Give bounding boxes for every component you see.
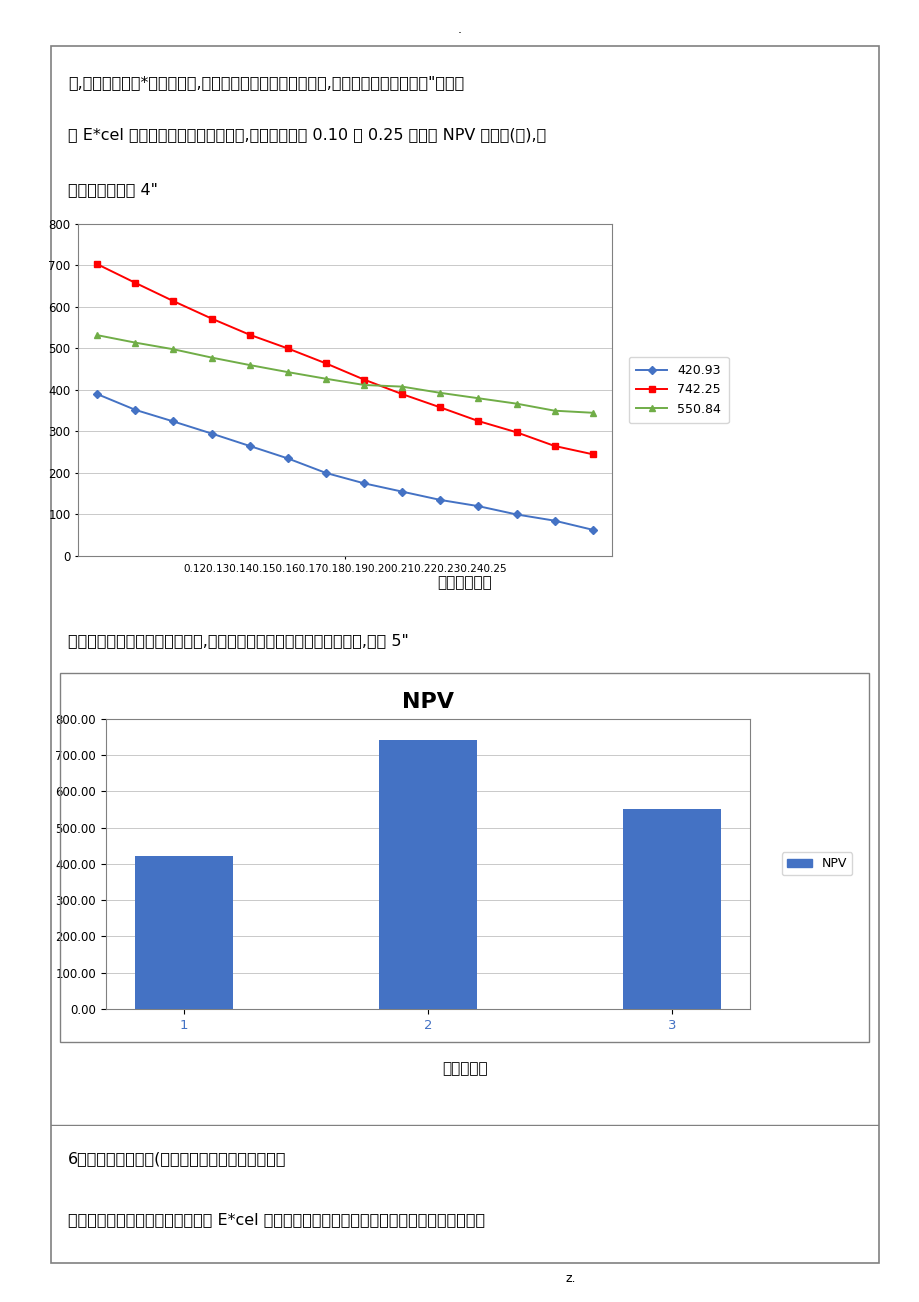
- 550.84: [396, 379, 407, 395]
- 742.25: [435, 400, 446, 415]
- 550.84: [206, 350, 217, 366]
- Text: 灵敏度分析图: 灵敏度分析图: [437, 575, 492, 590]
- 420.93: [472, 499, 483, 514]
- 550.84: [510, 396, 521, 411]
- Line: 550.84: 550.84: [94, 332, 596, 415]
- Line: 420.93: 420.93: [94, 391, 596, 533]
- 420.93: [549, 513, 560, 529]
- 550.84: [472, 391, 483, 406]
- 420.93: [282, 450, 293, 466]
- 742.25: [586, 447, 597, 462]
- 742.25: [396, 387, 407, 402]
- Text: 6．实验结论及心得(指本年度实验的结论与心得）: 6．实验结论及心得(指本年度实验的结论与心得）: [68, 1151, 286, 1167]
- Text: 助 E*cel 提供的单变量模拟运算功能,得到贴现率在 0.10 到 0.25 之间的 NPV 数据表(略),对: 助 E*cel 提供的单变量模拟运算功能,得到贴现率在 0.10 到 0.25 …: [68, 128, 546, 142]
- Text: 通过本次实验，使我能够使用 E*cel 实现工程管理决策的方法，也可以进展数据分析，从: 通过本次实验，使我能够使用 E*cel 实现工程管理决策的方法，也可以进展数据分…: [68, 1212, 484, 1228]
- 420.93: [510, 506, 521, 522]
- Title: NPV: NPV: [402, 691, 453, 712]
- 742.25: [168, 293, 179, 309]
- 420.93: [130, 402, 141, 418]
- 742.25: [244, 327, 255, 342]
- 742.25: [282, 341, 293, 357]
- 420.93: [206, 426, 217, 441]
- Line: 742.25: 742.25: [94, 262, 596, 457]
- 420.93: [168, 414, 179, 430]
- 420.93: [396, 484, 407, 500]
- 550.84: [92, 327, 103, 342]
- 420.93: [358, 475, 369, 491]
- 742.25: [472, 413, 483, 428]
- Bar: [135, 857, 233, 1009]
- Text: .: .: [458, 23, 461, 36]
- 420.93: [586, 522, 597, 538]
- Legend: 420.93, 742.25, 550.84: 420.93, 742.25, 550.84: [628, 357, 728, 423]
- 420.93: [92, 387, 103, 402]
- 550.84: [435, 385, 446, 401]
- 550.84: [320, 371, 331, 387]
- 742.25: [510, 424, 521, 440]
- 550.84: [130, 335, 141, 350]
- 742.25: [358, 372, 369, 388]
- Text: 析,观察贴现率在*一围变化时,投资方案的结果是否受到影响,是否具有较好的稳定性"可以借: 析,观察贴现率在*一围变化时,投资方案的结果是否受到影响,是否具有较好的稳定性"…: [68, 74, 464, 90]
- Text: z.: z.: [564, 1272, 575, 1285]
- 550.84: [282, 365, 293, 380]
- 550.84: [358, 378, 369, 393]
- 550.84: [586, 405, 597, 421]
- Bar: [622, 809, 720, 1009]
- 742.25: [206, 311, 217, 327]
- 742.25: [92, 256, 103, 272]
- 420.93: [320, 465, 331, 480]
- Legend: NPV: NPV: [781, 853, 851, 875]
- 742.25: [320, 355, 331, 371]
- 550.84: [168, 341, 179, 357]
- Text: 为了使决策过程更加直观、可视,可以制作该投资决策分析的可调图形,如图 5": 为了使决策过程更加直观、可视,可以制作该投资决策分析的可调图形,如图 5": [68, 633, 408, 648]
- 420.93: [435, 492, 446, 508]
- Text: 应的折线图如图 4": 应的折线图如图 4": [68, 182, 157, 198]
- Text: 工程决策图: 工程决策图: [441, 1061, 487, 1075]
- 550.84: [549, 402, 560, 418]
- Bar: [379, 740, 476, 1009]
- 742.25: [130, 275, 141, 290]
- 550.84: [244, 357, 255, 372]
- 420.93: [244, 439, 255, 454]
- 742.25: [549, 439, 560, 454]
